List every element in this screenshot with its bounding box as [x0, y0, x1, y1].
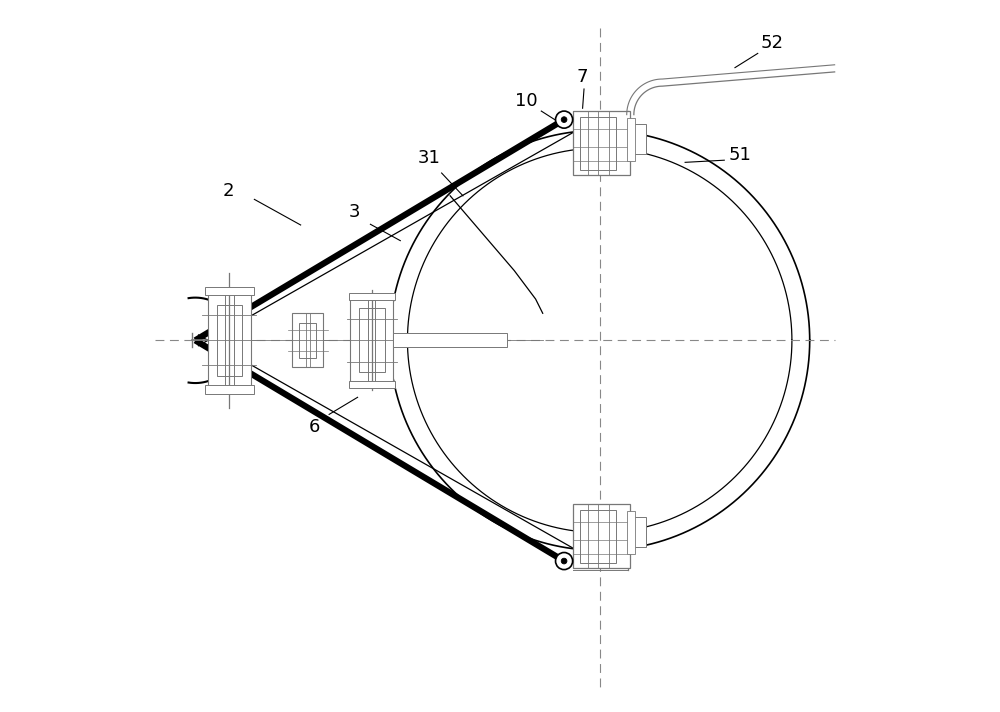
Bar	[217, 305, 242, 376]
Text: 51: 51	[729, 146, 751, 164]
Bar	[349, 293, 395, 300]
Text: 10: 10	[515, 92, 538, 110]
Text: 2: 2	[222, 182, 234, 200]
Text: 7: 7	[576, 68, 588, 86]
Bar	[292, 313, 323, 367]
Bar	[580, 510, 616, 563]
Text: 6: 6	[309, 418, 321, 436]
Circle shape	[561, 558, 567, 564]
Bar	[205, 287, 254, 295]
Bar	[630, 517, 646, 547]
Bar	[393, 333, 507, 347]
Bar	[350, 298, 393, 383]
Text: 31: 31	[417, 149, 440, 167]
Bar	[580, 117, 616, 170]
Circle shape	[561, 117, 567, 122]
Bar	[573, 111, 630, 175]
Bar	[299, 323, 316, 358]
Bar	[349, 381, 395, 388]
Bar	[627, 118, 635, 161]
Bar	[208, 292, 251, 389]
Circle shape	[556, 111, 573, 128]
Bar	[359, 308, 385, 372]
Text: 52: 52	[760, 33, 783, 52]
Bar	[627, 511, 635, 554]
Bar	[573, 504, 630, 568]
Text: 3: 3	[348, 203, 360, 221]
Bar	[205, 385, 254, 394]
Bar	[630, 124, 646, 154]
Circle shape	[556, 553, 573, 570]
